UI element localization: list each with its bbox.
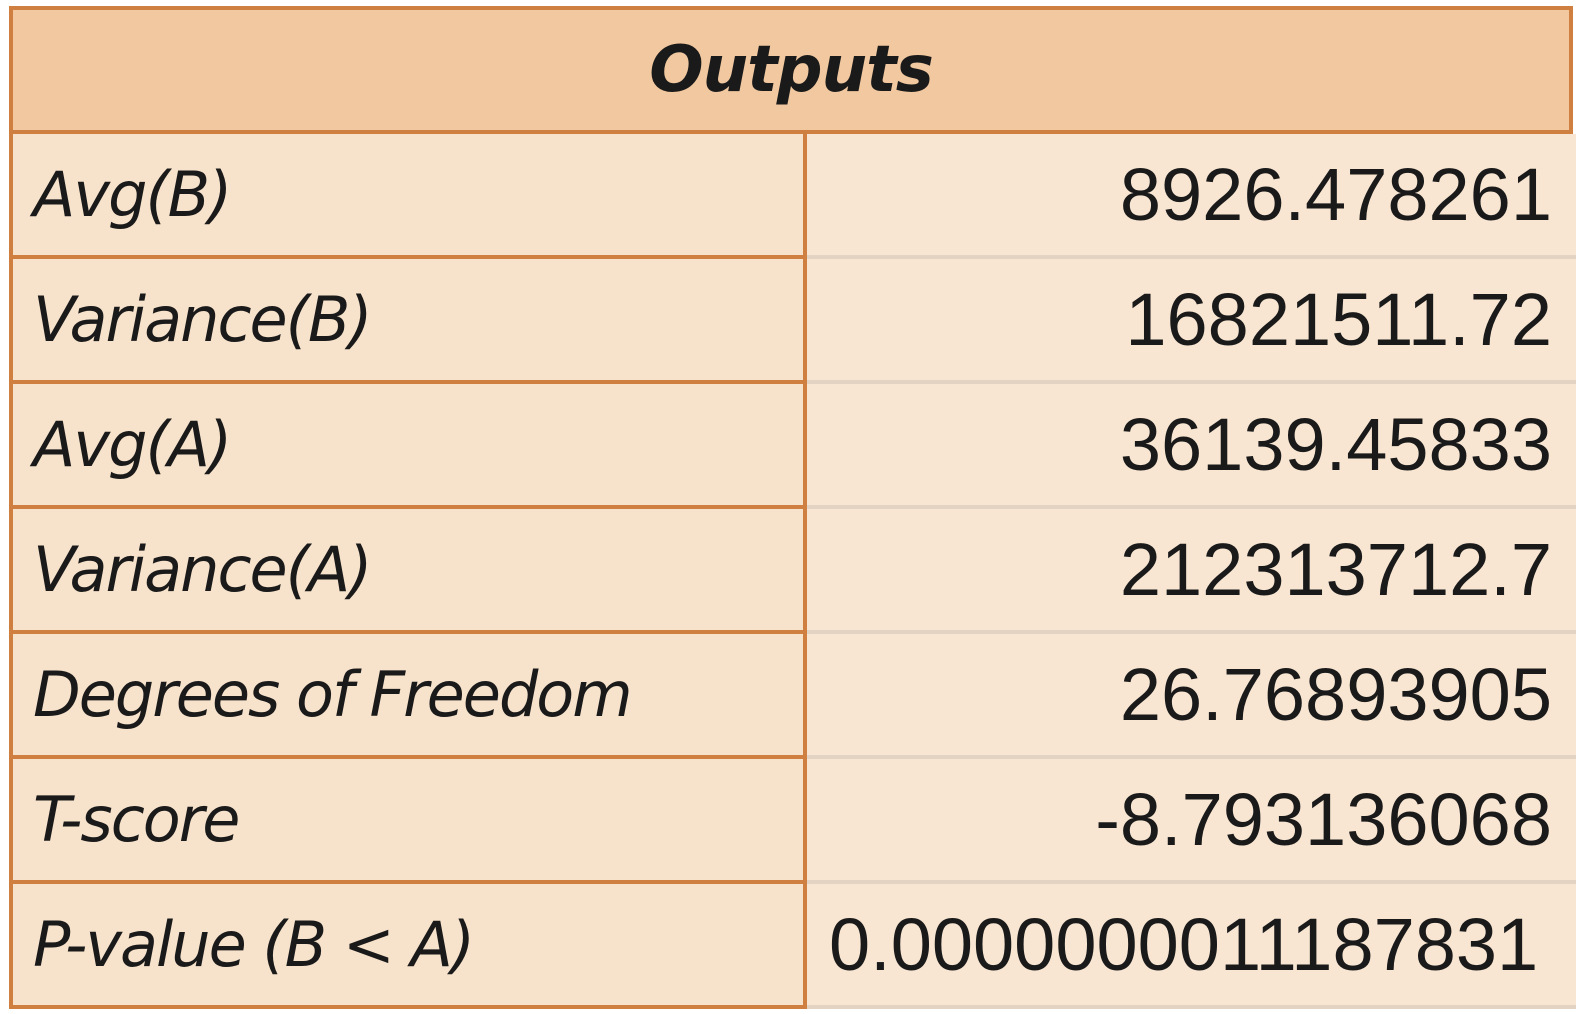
row-label: Variance(B): [33, 283, 373, 356]
row-value: 212313712.7: [1119, 528, 1552, 611]
label-cell-avg-b[interactable]: Avg(B): [9, 134, 807, 259]
value-cell-avg-a[interactable]: 36139.45833: [807, 384, 1576, 509]
table-title: Outputs: [649, 33, 934, 107]
table-row: Avg(A) 36139.45833: [9, 384, 1576, 509]
table-row: Avg(B) 8926.478261: [9, 134, 1576, 259]
label-cell-variance-b[interactable]: Variance(B): [9, 259, 807, 384]
row-label: Variance(A): [33, 533, 372, 606]
row-value: 26.76893905: [1119, 653, 1552, 736]
value-cell-p-value[interactable]: 0.0000000011187831: [807, 884, 1576, 1009]
row-label: P-value (B < A): [33, 908, 475, 981]
row-label: Avg(B): [33, 158, 232, 231]
label-cell-t-score[interactable]: T-score: [9, 759, 807, 884]
label-cell-p-value[interactable]: P-value (B < A): [9, 884, 807, 1009]
table-row: P-value (B < A) 0.0000000011187831: [9, 884, 1576, 1009]
row-label: Degrees of Freedom: [33, 658, 633, 731]
row-value: 8926.478261: [1119, 153, 1552, 236]
value-cell-variance-a[interactable]: 212313712.7: [807, 509, 1576, 634]
table-body: Avg(B) 8926.478261 Variance(B) 16821511.…: [9, 134, 1576, 1009]
outputs-table: Outputs Avg(B) 8926.478261 Variance(B) 1…: [9, 6, 1576, 1009]
table-header-cell[interactable]: Outputs: [9, 6, 1573, 134]
table-row: Variance(A) 212313712.7: [9, 509, 1576, 634]
value-cell-degrees-of-freedom[interactable]: 26.76893905: [807, 634, 1576, 759]
row-label: Avg(A): [33, 408, 232, 481]
value-cell-variance-b[interactable]: 16821511.72: [807, 259, 1576, 384]
label-cell-avg-a[interactable]: Avg(A): [9, 384, 807, 509]
row-label: T-score: [33, 783, 240, 856]
row-value: -8.793136068: [1095, 778, 1552, 861]
label-cell-degrees-of-freedom[interactable]: Degrees of Freedom: [9, 634, 807, 759]
row-value: 0.0000000011187831: [829, 903, 1539, 986]
table-row: T-score -8.793136068: [9, 759, 1576, 884]
table-row: Degrees of Freedom 26.76893905: [9, 634, 1576, 759]
value-cell-avg-b[interactable]: 8926.478261: [807, 134, 1576, 259]
row-value: 16821511.72: [1125, 278, 1552, 361]
value-cell-t-score[interactable]: -8.793136068: [807, 759, 1576, 884]
table-row: Variance(B) 16821511.72: [9, 259, 1576, 384]
label-cell-variance-a[interactable]: Variance(A): [9, 509, 807, 634]
row-value: 36139.45833: [1119, 403, 1552, 486]
